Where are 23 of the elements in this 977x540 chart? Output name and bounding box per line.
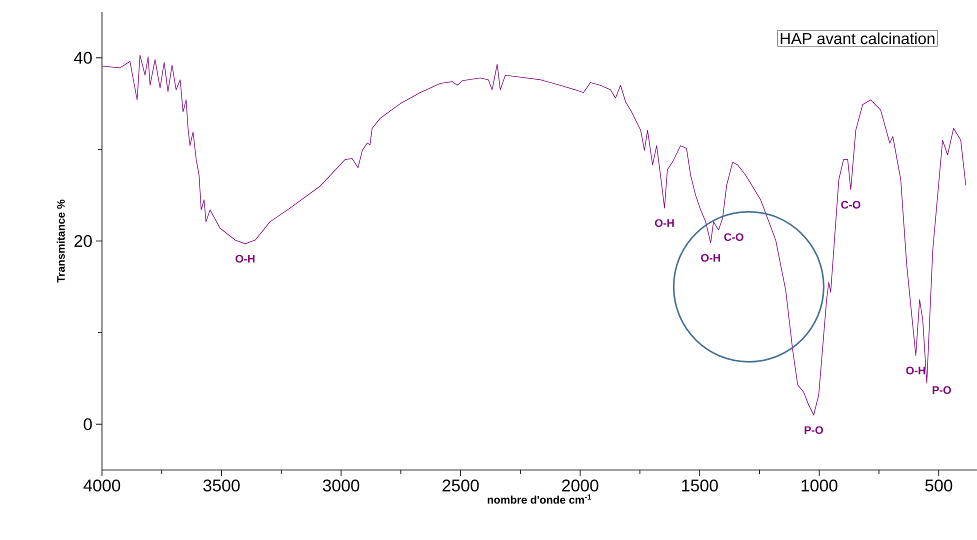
annotation: O-H — [236, 254, 254, 263]
x-tick-label: 1500 — [682, 479, 718, 492]
x-tick-label: 3500 — [203, 479, 240, 492]
annotation: O-H — [654, 219, 674, 227]
line-series — [102, 54, 966, 416]
annotation: C-O — [724, 233, 744, 241]
x-tick-label: 4000 — [84, 479, 120, 492]
y-axis-title: Transmitance % — [56, 200, 65, 283]
x-tick-label: 500 — [925, 479, 952, 492]
annotation: HAP avant calcination — [780, 32, 934, 44]
x-axis-title: nombre d'onde cm$^{-1}$ — [488, 494, 592, 504]
x-tick-label: 2500 — [442, 479, 479, 492]
x-tick-label: 1000 — [802, 479, 838, 492]
annotation: O-H — [906, 366, 926, 374]
x-tick-label: 3000 — [322, 479, 360, 492]
x-tick-label: 2000 — [562, 479, 598, 492]
annotation: C-O — [841, 200, 860, 209]
annotation: P-O — [932, 386, 951, 394]
y-tick-label: 20 — [74, 235, 92, 247]
annotation: O-H — [701, 254, 720, 262]
y-tick-label: 40 — [74, 52, 92, 64]
annotation: P-O — [804, 426, 823, 434]
y-tick-label: 0 — [84, 418, 92, 430]
